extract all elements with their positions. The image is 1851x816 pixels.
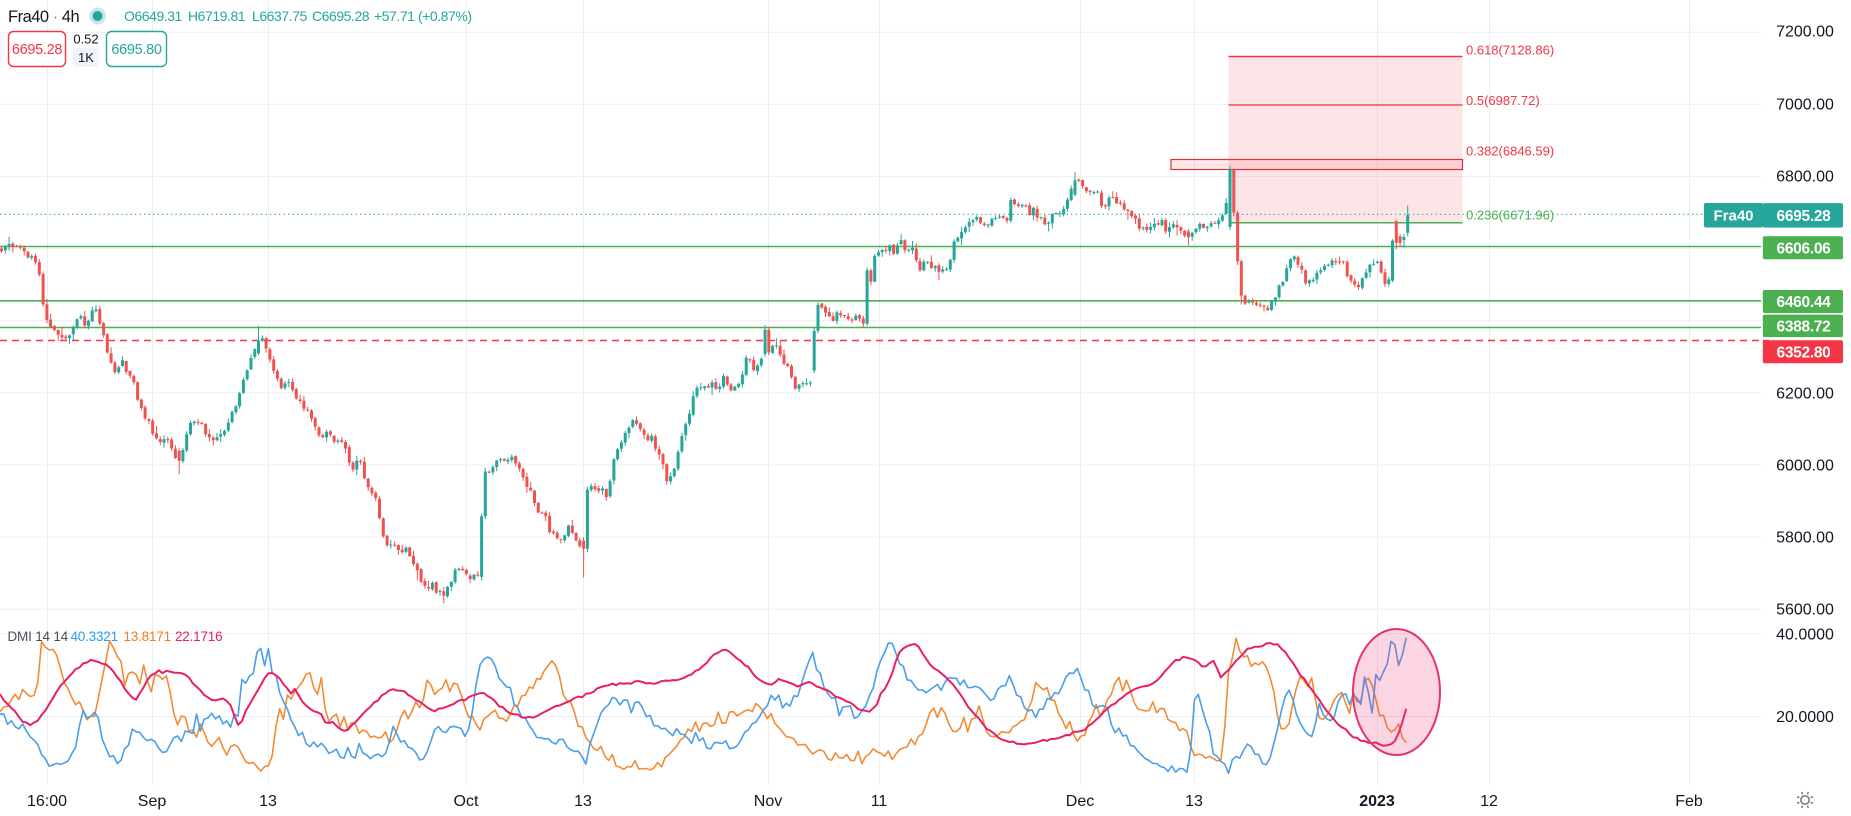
- svg-text:6800.00: 6800.00: [1776, 169, 1834, 186]
- svg-text:Fra40: Fra40: [1713, 208, 1753, 225]
- svg-text:12: 12: [1480, 793, 1498, 810]
- svg-text:6695.80: 6695.80: [111, 42, 162, 58]
- svg-text:0.236(6671.96): 0.236(6671.96): [1466, 208, 1554, 223]
- svg-text:13: 13: [574, 793, 592, 810]
- svg-text:16:00: 16:00: [27, 793, 67, 810]
- svg-text:6388.72: 6388.72: [1777, 318, 1831, 335]
- svg-text:6695.28: 6695.28: [12, 42, 63, 58]
- svg-text:Oct: Oct: [454, 793, 479, 810]
- svg-text:11: 11: [871, 793, 888, 810]
- svg-text:H6719.81: H6719.81: [188, 8, 246, 24]
- svg-text:0.382(6846.59): 0.382(6846.59): [1466, 144, 1554, 159]
- svg-text:40.3321: 40.3321: [71, 629, 118, 644]
- svg-text:7000.00: 7000.00: [1776, 97, 1834, 114]
- svg-text:DMI 14 14: DMI 14 14: [8, 629, 69, 644]
- svg-text:1K: 1K: [78, 50, 94, 65]
- svg-text:2023: 2023: [1359, 793, 1395, 810]
- svg-text:Dec: Dec: [1066, 793, 1094, 810]
- svg-text:Nov: Nov: [754, 793, 782, 810]
- svg-text:7200.00: 7200.00: [1776, 24, 1834, 41]
- svg-text:20.0000: 20.0000: [1776, 709, 1834, 726]
- svg-text:Feb: Feb: [1675, 793, 1703, 810]
- svg-text:6606.06: 6606.06: [1777, 240, 1832, 257]
- svg-text:6000.00: 6000.00: [1776, 458, 1834, 475]
- svg-text:6460.44: 6460.44: [1777, 294, 1832, 311]
- svg-text:+57.71 (+0.87%): +57.71 (+0.87%): [374, 8, 472, 24]
- svg-text:5600.00: 5600.00: [1776, 602, 1834, 619]
- svg-text:13.8171: 13.8171: [124, 629, 171, 644]
- svg-text:0.5(6987.72): 0.5(6987.72): [1466, 93, 1540, 108]
- svg-text:0.52: 0.52: [73, 32, 98, 47]
- svg-text:0.618(7128.86): 0.618(7128.86): [1466, 43, 1554, 58]
- svg-text:6200.00: 6200.00: [1776, 386, 1834, 403]
- svg-text:Sep: Sep: [138, 793, 167, 810]
- svg-text:L6637.75: L6637.75: [252, 8, 307, 24]
- svg-text:6695.28: 6695.28: [1777, 208, 1832, 225]
- svg-text:6352.80: 6352.80: [1777, 344, 1831, 361]
- svg-text:O6649.31: O6649.31: [124, 8, 183, 24]
- svg-text:40.0000: 40.0000: [1776, 627, 1834, 644]
- svg-text:13: 13: [1185, 793, 1203, 810]
- svg-text:13: 13: [259, 793, 277, 810]
- svg-text:5800.00: 5800.00: [1776, 530, 1834, 547]
- svg-text:22.1716: 22.1716: [175, 629, 222, 644]
- svg-text:C6695.28: C6695.28: [312, 8, 370, 24]
- svg-text:Fra40 · 4h: Fra40 · 4h: [8, 8, 79, 26]
